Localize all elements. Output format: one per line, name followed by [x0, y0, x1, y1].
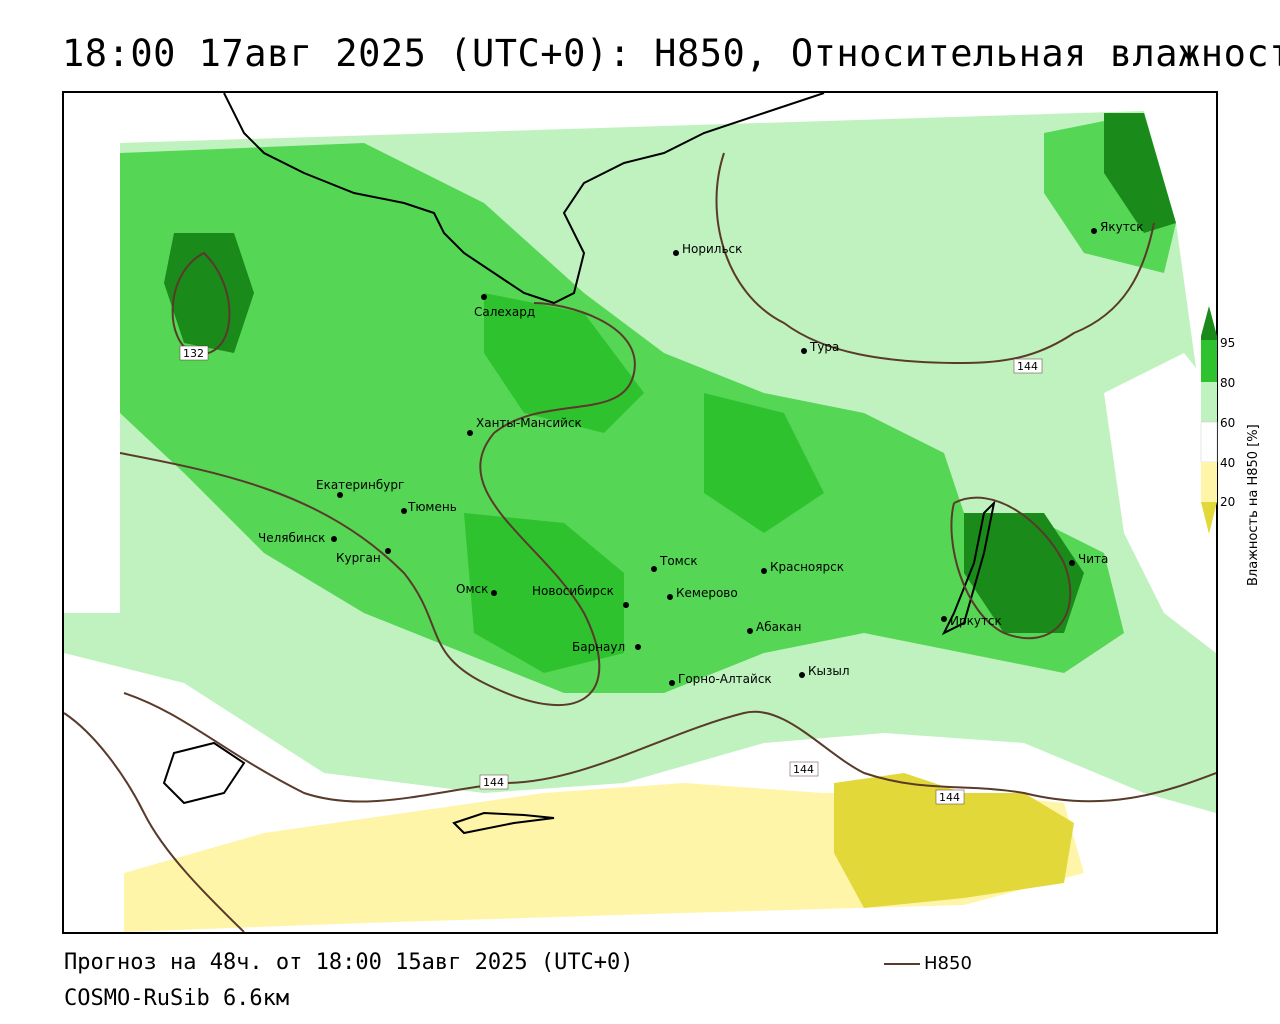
- city-label: Новосибирск: [532, 584, 614, 598]
- city-label: Горно-Алтайск: [678, 672, 772, 686]
- isohypse-legend-label: H850: [924, 953, 972, 974]
- low-humidity-area-2: [834, 773, 1074, 908]
- colorbar-title: Влажность на H850 [%]: [1246, 424, 1261, 586]
- isohypse-144-north: [715, 152, 1155, 365]
- cities: Норильск Якутск Салехард Тура Ханты-Манс…: [258, 220, 1144, 686]
- city-label: Иркутск: [950, 614, 1002, 628]
- humidity-map: 132 144 144 144 144 Норильск Якутск Сале…: [64, 93, 1216, 932]
- colorbar-tick-95: 95: [1220, 336, 1235, 350]
- city-label: Кемерово: [676, 586, 738, 600]
- forecast-info: Прогноз на 48ч. от 18:00 15авг 2025 (UTC…: [64, 950, 634, 975]
- isohypse-label: 132: [183, 347, 204, 360]
- colorbar-segment-20-40: [1201, 462, 1217, 502]
- isohypse-label: 144: [939, 791, 960, 804]
- city-label: Тура: [809, 340, 839, 354]
- city-label: Омск: [456, 582, 488, 596]
- humid-zone-east: [704, 393, 824, 533]
- city-label: Курган: [336, 551, 381, 565]
- city-label: Челябинск: [258, 531, 325, 545]
- map-panel: 132 144 144 144 144 Норильск Якутск Сале…: [62, 91, 1218, 934]
- colorbar-tick-20: 20: [1220, 495, 1235, 509]
- isohypse-144-west: [119, 302, 636, 707]
- colorbar-bottom-triangle: [1201, 502, 1217, 534]
- city-label: Красноярск: [770, 560, 844, 574]
- isohypse-144-east: [950, 496, 1072, 640]
- very-humid-core-3: [1104, 113, 1176, 233]
- map-title: 18:00 17авг 2025 (UTC+0): H850, Относите…: [62, 32, 1280, 75]
- humid-zone-west: [120, 143, 1124, 693]
- humid-zone-central: [464, 513, 624, 673]
- city-label: Норильск: [682, 242, 742, 256]
- very-humid-core-1: [164, 233, 254, 353]
- isohypse-label: 144: [793, 763, 814, 776]
- isohypse-144-southwest: [64, 712, 245, 932]
- city-label: Екатеринбург: [316, 478, 404, 492]
- model-name: COSMO-RuSib 6.6км: [64, 986, 290, 1011]
- city-label: Кызыл: [808, 664, 850, 678]
- colorbar-tick-60: 60: [1220, 416, 1235, 430]
- city-label: Томск: [659, 554, 698, 568]
- city-label: Ханты-Мансийск: [476, 416, 582, 430]
- isohypse-label: 144: [1017, 360, 1038, 373]
- colorbar-segment-80-95: [1201, 340, 1217, 382]
- isohypse-label: 144: [483, 776, 504, 789]
- lake-balkhash: [452, 811, 555, 835]
- colorbar-segment-40-60: [1200, 421, 1218, 463]
- coastline: [223, 93, 825, 305]
- isohypse-legend-swatch: [884, 962, 920, 965]
- colorbar-segment-95: [1201, 336, 1217, 340]
- city-label: Якутск: [1100, 220, 1144, 234]
- dry-area-east: [1104, 353, 1216, 653]
- humidity-colorbar: 95 80 60 40 20 Влажность на H850 [%]: [1200, 306, 1261, 586]
- city-label: Чита: [1078, 552, 1108, 566]
- colorbar-top-triangle: [1201, 306, 1217, 336]
- isohypse-144-south: [123, 692, 1216, 803]
- isohypse-labels: 132 144 144 144 144: [179, 345, 1043, 805]
- lake-baikal: [941, 499, 996, 636]
- city-label: Абакан: [756, 620, 801, 634]
- city-label: Тюмень: [407, 500, 457, 514]
- isohypse-contours: [64, 152, 1216, 932]
- colorbar-tick-40: 40: [1220, 456, 1235, 470]
- very-humid-core-2: [964, 513, 1084, 633]
- city-label: Барнаул: [572, 640, 625, 654]
- city-label: Салехард: [474, 305, 535, 319]
- isohypse-legend: H850: [884, 953, 972, 974]
- caspian-sea: [162, 741, 246, 805]
- colorbar-segment-60-80: [1201, 382, 1217, 422]
- humid-zone-north: [484, 293, 644, 433]
- colorbar-tick-80: 80: [1220, 376, 1235, 390]
